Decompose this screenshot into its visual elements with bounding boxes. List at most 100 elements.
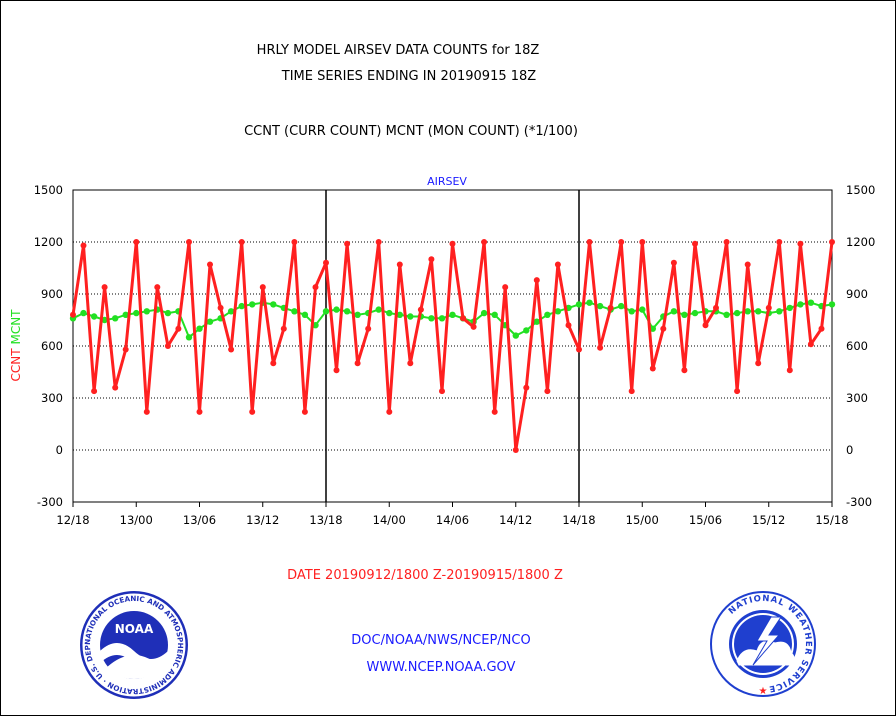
y-tick-label-right: 1200 [846,235,875,249]
ccnt-point [259,284,266,291]
ccnt-point [818,325,825,332]
ccnt-point [301,408,308,415]
ccnt-point [481,239,488,245]
mcnt-point [101,316,108,324]
x-tick-label: 15/06 [689,513,722,527]
ccnt-point [554,261,561,268]
chart-subtitle: CCNT (CURR COUNT) MCNT (MON COUNT) (*1/1… [244,124,578,139]
ccnt-point [280,325,287,332]
ccnt-point [713,304,719,311]
ccnt-point [512,447,519,453]
ccnt-point [449,240,456,247]
mcnt-point [164,309,172,317]
x-tick-label: 15/00 [626,513,659,527]
mcnt-point [618,302,625,310]
x-tick-label: 14/00 [373,513,406,527]
ccnt-point [797,240,804,247]
ccnt-point [417,306,424,313]
y-tick-label-right: 1500 [846,183,875,197]
mcnt-point [480,309,488,317]
y-axis-label-mcnt: MCNT [9,309,23,345]
ccnt-point [765,304,772,311]
x-tick-label: 14/12 [499,513,532,527]
mcnt-point [90,313,98,320]
ccnt-point [544,388,551,395]
ccnt-point [533,277,540,284]
ccnt-point [375,239,382,245]
ccnt-point [270,360,277,367]
y-tick-label-left: 1200 [34,235,63,249]
ccnt-point [829,239,835,245]
mcnt-point [238,302,245,310]
x-axis: 12/18 13/00 13/06 13/12 13/18 14/00 14/06 14/12… [56,502,849,527]
y-tick-label-left: 600 [41,339,63,353]
ccnt-point [91,388,98,395]
plot-title: AIRSEV [427,175,467,188]
mcnt-point [322,308,330,315]
y-tick-label-right: 300 [846,391,868,405]
ccnt-point [312,284,319,291]
ccnt-point [649,365,656,372]
ccnt-point [681,367,688,374]
mcnt-point [354,311,361,318]
y-tick-label-left: 0 [56,443,63,457]
mcnt-point [122,311,129,318]
mcnt-point [586,299,593,306]
mcnt-point [143,308,150,315]
ccnt-point [80,242,87,249]
x-tick-label: 12/18 [56,513,89,527]
mcnt-point [523,327,530,334]
mcnt-point [807,299,815,306]
ccnt-point [786,367,793,374]
ccnt-point [523,384,530,391]
mcnt-point [533,318,540,325]
mcnt-point [438,315,446,322]
mcnt-point [744,308,751,315]
x-tick-label: 13/12 [246,513,279,527]
mcnt-point [828,301,836,308]
noaa-logo: NATIONAL OCEANIC AND ATMOSPHERIC ADMINIS… [0,0,188,699]
ccnt-point [122,346,129,353]
mcnt-point [196,325,203,332]
ccnt-point [323,259,329,266]
ccnt-point [576,346,582,353]
nws-star-icon: ★ [759,686,768,697]
mcnt-point [249,301,256,308]
chart-title-line1: HRLY MODEL AIRSEV DATA COUNTS for 18Z [257,43,540,58]
ccnt-point [428,256,435,263]
series-mcnt [69,299,836,341]
mcnt-point [375,306,382,313]
ccnt-point [607,304,614,311]
ccnt-point [734,388,741,395]
mcnt-point [386,309,393,317]
y-tick-label-right: 900 [846,287,868,301]
mcnt-point [80,309,87,317]
mcnt-point [691,309,699,317]
ccnt-point [228,346,235,353]
mcnt-point [343,308,351,315]
ccnt-point [491,408,498,415]
ccnt-point [186,239,192,245]
ccnt-point [723,239,730,245]
ccnt-point [101,284,108,291]
y-tick-label-right: -300 [846,495,872,509]
date-range-label: DATE 20190912/1800 Z-20190915/1800 Z [287,568,563,583]
ccnt-point [344,240,351,247]
x-tick-label: 15/12 [752,513,785,527]
y-tick-label-left: -300 [37,495,63,509]
mcnt-point [649,325,656,332]
mcnt-point [575,301,583,308]
y-tick-label-left: 300 [41,391,63,405]
mcnt-point [596,302,604,310]
mcnt-point [396,311,403,318]
x-tick-label: 13/06 [183,513,216,527]
ccnt-point [702,322,709,329]
series-ccnt [70,239,835,453]
mcnt-point [554,308,562,315]
ccnt-point [175,325,182,332]
mcnt-point [112,315,119,322]
ccnt-point [365,325,372,332]
mcnt-point [776,308,783,315]
ccnt-point [502,284,509,291]
